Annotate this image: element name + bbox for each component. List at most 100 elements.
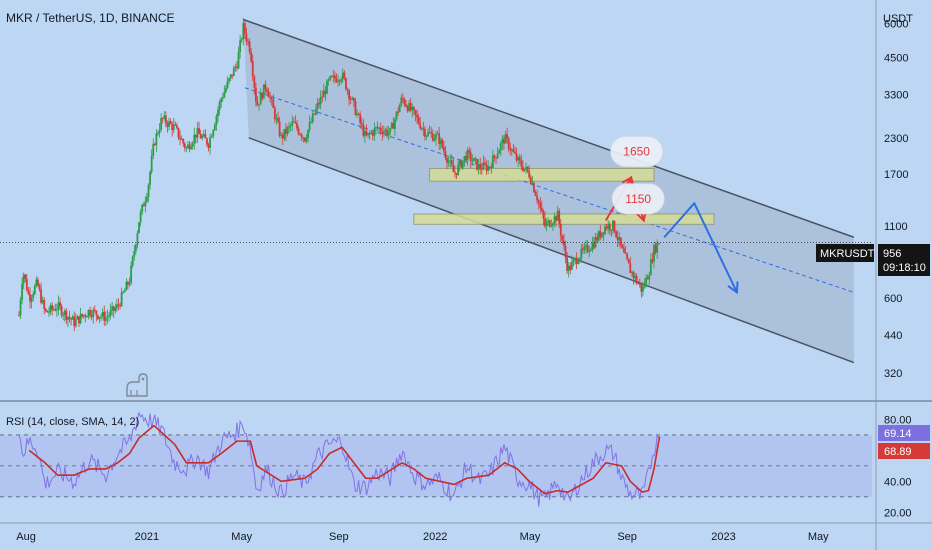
candle-body xyxy=(182,139,185,144)
sma-value-tag[interactable]: 68.89 xyxy=(878,443,930,459)
candle-body xyxy=(52,309,55,311)
candle-body xyxy=(144,201,147,207)
symbol-tag[interactable]: MKRUSDT xyxy=(816,244,875,262)
candle-body xyxy=(548,220,551,227)
candle-body xyxy=(114,308,117,311)
candle-body xyxy=(117,304,120,306)
candle-body xyxy=(608,224,611,231)
candle-body xyxy=(212,130,215,137)
candle-body xyxy=(474,158,477,160)
candle-body xyxy=(168,121,170,127)
projection-blue-arrow[interactable] xyxy=(663,202,738,293)
candle-body xyxy=(635,275,638,283)
bar-countdown: 09:18:10 xyxy=(883,262,926,274)
candle-body xyxy=(457,164,460,175)
rsi-sma-line[interactable] xyxy=(28,424,661,495)
candle-body xyxy=(526,166,529,172)
candle-body xyxy=(373,128,376,136)
time-tick-label: May xyxy=(231,531,252,543)
candle-body xyxy=(477,164,480,170)
candle-body xyxy=(193,134,196,144)
candle-body xyxy=(44,308,47,311)
price-tick-label: 2300 xyxy=(884,133,908,145)
candle-body xyxy=(398,105,401,113)
candle-body xyxy=(488,166,491,168)
candle-body xyxy=(185,147,188,149)
candle-body xyxy=(333,75,336,79)
candle-body xyxy=(401,97,404,100)
candle-body xyxy=(21,283,24,300)
candle-body xyxy=(79,313,82,324)
candle-body xyxy=(313,113,316,115)
candle-body xyxy=(616,236,619,241)
candle-body xyxy=(164,115,167,124)
candle-body xyxy=(414,109,417,115)
candle-body xyxy=(379,127,382,132)
candle-body xyxy=(35,279,38,286)
candle-body xyxy=(255,87,257,102)
candle-body xyxy=(507,138,510,149)
candle-body xyxy=(97,315,99,319)
candle-body xyxy=(417,117,420,124)
candle-body xyxy=(646,277,649,280)
candle-body xyxy=(460,160,463,168)
price-annotation-text: 1650 xyxy=(623,145,650,159)
rsi-value-tag[interactable]: 69.14 xyxy=(878,425,930,441)
candle-body xyxy=(136,233,139,245)
candle-body xyxy=(163,115,166,119)
candle-body xyxy=(428,132,431,134)
candle-body xyxy=(81,313,84,317)
candle-body xyxy=(593,242,595,248)
channel-upper-line[interactable] xyxy=(243,18,855,238)
candle-body xyxy=(161,118,164,120)
logo-eye xyxy=(141,377,145,381)
candle-body xyxy=(262,84,265,99)
candle-body xyxy=(245,33,248,42)
candle-body xyxy=(395,111,398,120)
current-price-tag-bg xyxy=(878,244,930,276)
candle-body xyxy=(591,242,594,250)
candle-body xyxy=(485,164,488,171)
candle-body xyxy=(191,143,194,147)
candle-body xyxy=(134,244,137,252)
candle-body xyxy=(202,134,205,137)
candle-body xyxy=(624,252,627,254)
candle-body xyxy=(512,149,515,152)
support-resistance-zone[interactable] xyxy=(413,213,715,225)
price-annotation-bubble[interactable] xyxy=(611,183,665,215)
candle-body xyxy=(242,23,245,40)
candle-body xyxy=(267,91,270,98)
candle-body xyxy=(357,113,360,115)
candle-body xyxy=(67,316,69,321)
channel-midline[interactable] xyxy=(244,87,854,293)
candle-body xyxy=(586,244,589,252)
current-price-tag[interactable]: 956 09:18:10 xyxy=(878,244,930,276)
candle-body xyxy=(558,210,561,225)
candle-body xyxy=(209,137,212,148)
price-annotation-bubble[interactable] xyxy=(610,136,664,167)
candle-body xyxy=(305,138,308,142)
candle-body xyxy=(643,285,646,287)
candle-body xyxy=(158,129,161,134)
candle-body xyxy=(536,195,539,201)
candle-body xyxy=(345,78,347,90)
channel-lower-line[interactable] xyxy=(248,137,855,364)
candle-body xyxy=(54,309,57,311)
candle-body xyxy=(106,316,109,318)
candle-body xyxy=(531,182,534,184)
support-resistance-zone[interactable] xyxy=(429,168,655,182)
candle-body xyxy=(266,89,268,92)
rsi-line[interactable] xyxy=(18,411,660,507)
candle-body xyxy=(642,286,644,292)
candle-body xyxy=(518,157,521,161)
candle-body xyxy=(215,116,218,125)
candle-body xyxy=(104,317,107,322)
candle-body xyxy=(278,121,281,136)
candle-body xyxy=(607,224,610,229)
candle-body xyxy=(316,103,319,109)
candle-body xyxy=(176,125,178,128)
candle-body xyxy=(454,172,456,174)
candle-body xyxy=(506,134,508,139)
candle-body xyxy=(654,245,657,253)
